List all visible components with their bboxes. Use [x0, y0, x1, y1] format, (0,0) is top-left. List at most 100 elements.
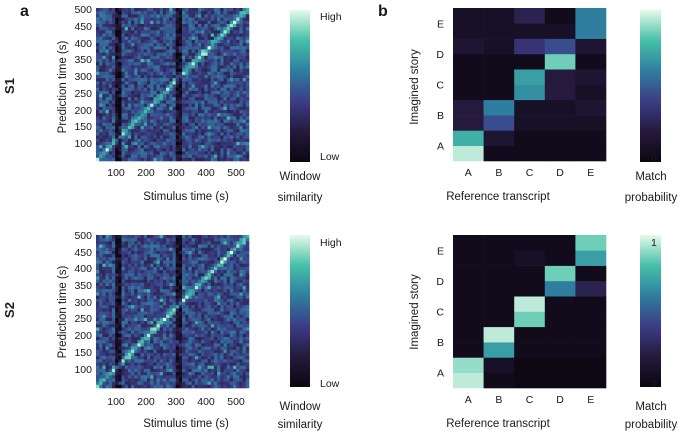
heatmap-cell	[153, 20, 157, 25]
match-cell	[544, 115, 576, 131]
heatmap-cell	[137, 292, 141, 296]
heatmap-cell	[239, 46, 243, 50]
heatmap-cell	[115, 298, 119, 303]
heatmap-cell	[204, 106, 208, 111]
heatmap-cell	[194, 132, 199, 136]
heatmap-cell	[207, 372, 212, 376]
heatmap-cell	[121, 250, 125, 255]
heatmap-cell	[220, 36, 224, 41]
match-cell	[483, 84, 515, 101]
heatmap-cell	[169, 333, 173, 338]
heatmap-cell	[166, 289, 170, 293]
heatmap-cell	[153, 97, 157, 101]
heatmap-cell	[188, 270, 192, 274]
heatmap-cell	[140, 381, 145, 386]
heatmap-cell	[99, 244, 103, 249]
heatmap-cell	[204, 266, 208, 271]
heatmap-cell	[233, 330, 237, 335]
heatmap-cell	[194, 23, 199, 28]
heatmap-cell	[156, 244, 161, 249]
heatmap-cell	[204, 384, 208, 389]
heatmap-cell	[245, 330, 250, 335]
heatmap-cell	[131, 141, 135, 146]
heatmap-cell	[159, 317, 164, 322]
heatmap-cell	[127, 55, 132, 60]
heatmap-cell	[115, 292, 119, 296]
x-axis-label: Reference transcript	[446, 191, 550, 203]
heatmap-cell	[178, 122, 183, 127]
heatmap-cell	[108, 103, 113, 108]
heatmap-cell	[242, 340, 247, 344]
heatmap-cell	[194, 292, 199, 296]
heatmap-cell	[191, 333, 196, 338]
heatmap-cell	[131, 346, 135, 351]
heatmap-cell	[156, 90, 161, 95]
heatmap-cell	[204, 372, 208, 376]
heatmap-cell	[166, 352, 170, 357]
heatmap-cell	[233, 138, 237, 143]
heatmap-cell	[233, 311, 237, 315]
heatmap-cell	[185, 110, 189, 114]
heatmap-cell	[121, 46, 125, 50]
heatmap-cell	[223, 23, 227, 28]
heatmap-cell	[185, 349, 189, 354]
heatmap-cell	[242, 352, 247, 357]
heatmap-cell	[162, 286, 167, 290]
heatmap-cell	[188, 94, 192, 98]
heatmap-cell	[102, 141, 106, 146]
heatmap-cell	[172, 295, 176, 300]
heatmap-cell	[185, 333, 189, 338]
heatmap-cell	[166, 39, 170, 44]
heatmap-cell	[140, 266, 145, 271]
heatmap-cell	[226, 349, 231, 354]
heatmap-cell	[156, 247, 161, 252]
heatmap-cell	[108, 27, 113, 31]
heatmap-cell	[96, 106, 100, 111]
heatmap-cell	[207, 359, 212, 363]
heatmap-cell	[159, 90, 164, 95]
heatmap-cell	[108, 298, 113, 303]
heatmap-cell	[150, 84, 154, 88]
heatmap-cell	[118, 55, 122, 60]
heatmap-cell	[185, 106, 189, 111]
heatmap-cell	[105, 375, 110, 379]
heatmap-cell	[162, 145, 167, 149]
heatmap-cell	[124, 46, 129, 50]
heatmap-cell	[207, 247, 212, 252]
heatmap-cell	[178, 311, 183, 315]
heatmap-cell	[156, 110, 161, 114]
heatmap-cell	[220, 90, 224, 95]
heatmap-cell	[217, 94, 221, 98]
heatmap-cell	[245, 324, 250, 328]
heatmap-cell	[185, 138, 189, 143]
heatmap-cell	[226, 314, 231, 319]
heatmap-cell	[207, 145, 212, 149]
heatmap-cell	[127, 337, 132, 341]
heatmap-cell	[229, 36, 234, 41]
heatmap-cell	[108, 368, 113, 373]
heatmap-cell	[182, 141, 186, 146]
heatmap-cell	[99, 20, 103, 25]
heatmap-cell	[185, 273, 189, 277]
heatmap-cell	[159, 33, 164, 37]
heatmap-cell	[245, 119, 250, 124]
heatmap-cell	[137, 295, 141, 300]
heatmap-cell	[229, 368, 234, 373]
heatmap-cell	[118, 235, 122, 239]
heatmap-cell	[162, 330, 167, 335]
heatmap-cell	[143, 65, 148, 69]
heatmap-cell	[217, 330, 221, 335]
heatmap-cell	[229, 340, 234, 344]
heatmap-cell	[210, 381, 215, 386]
heatmap-cell	[201, 356, 205, 360]
heatmap-cell	[131, 381, 135, 386]
heatmap-cell	[223, 276, 227, 280]
heatmap-cell	[99, 14, 103, 18]
heatmap-cell	[159, 349, 164, 354]
heatmap-cell	[96, 78, 100, 82]
heatmap-cell	[207, 52, 212, 57]
heatmap-cell	[127, 125, 132, 130]
heatmap-cell	[178, 74, 183, 79]
heatmap-cell	[147, 46, 151, 50]
heatmap-cell	[207, 138, 212, 143]
